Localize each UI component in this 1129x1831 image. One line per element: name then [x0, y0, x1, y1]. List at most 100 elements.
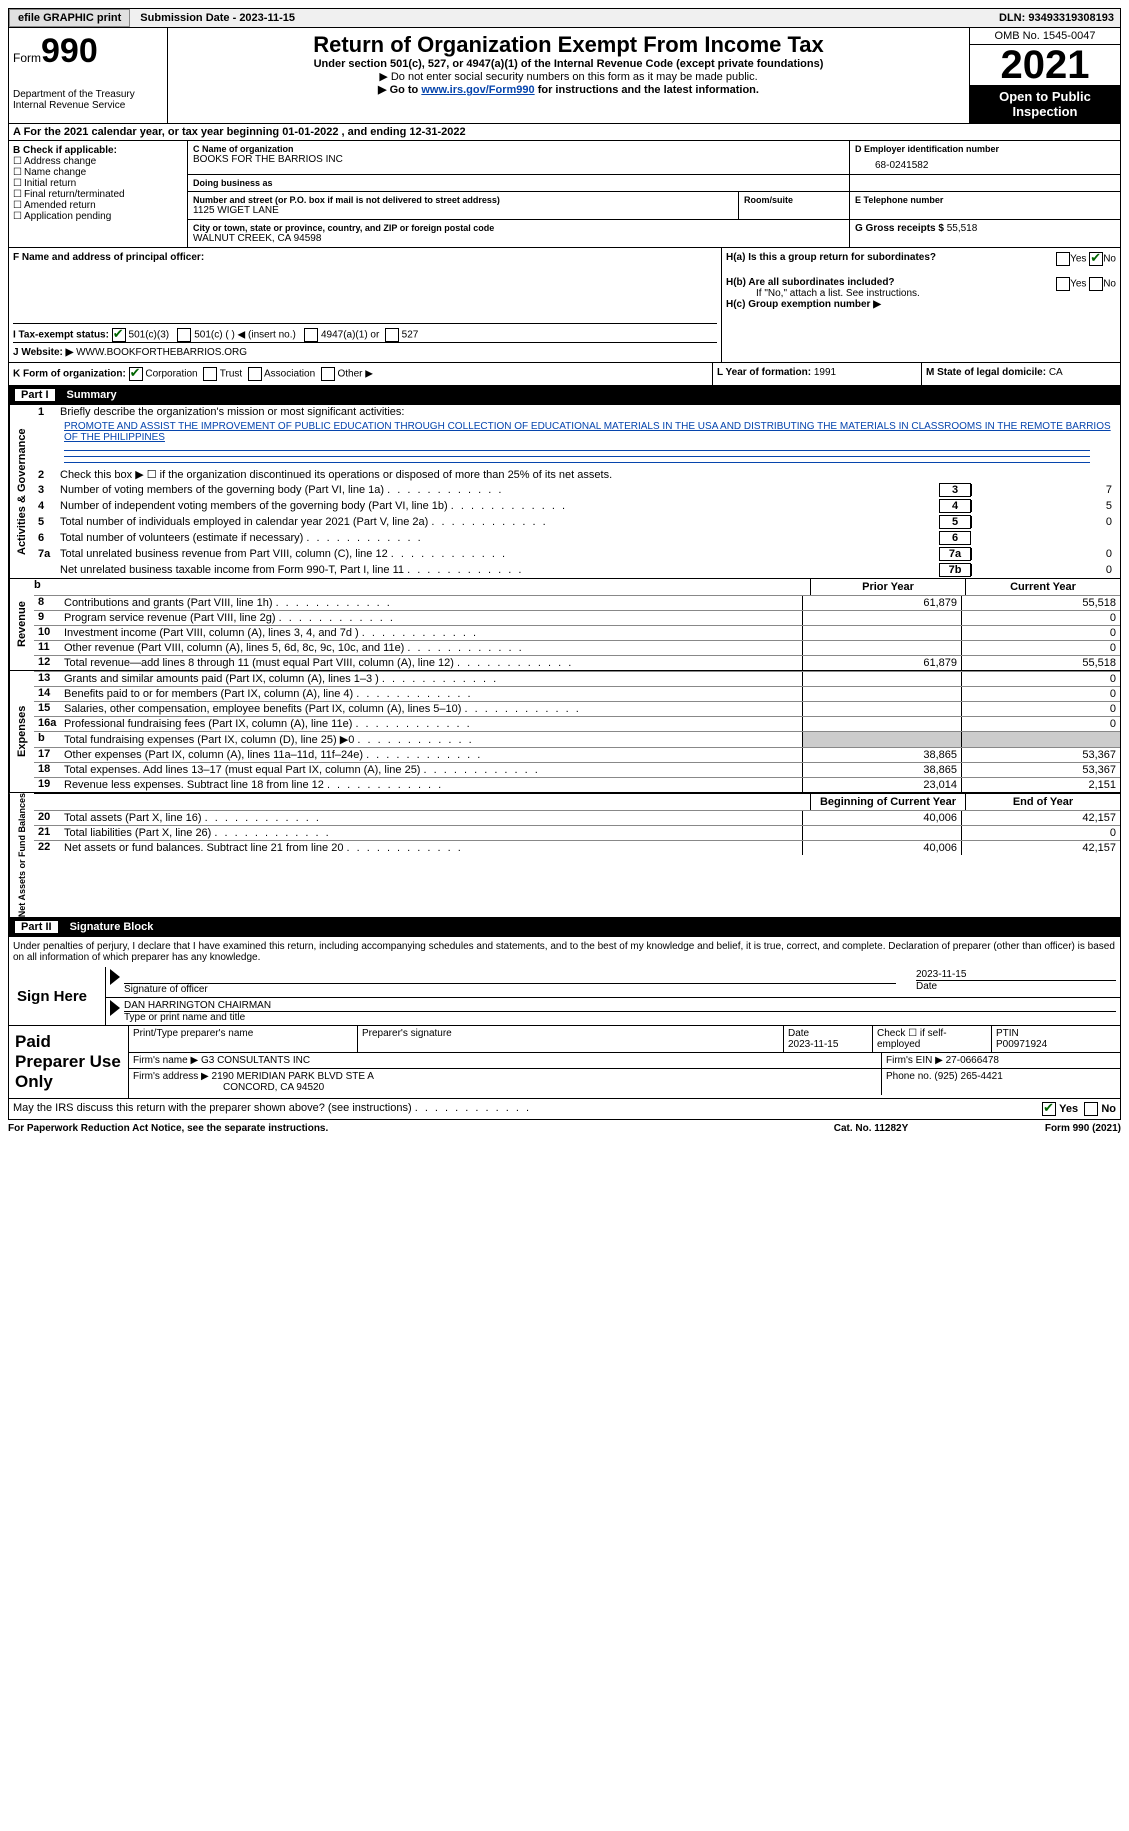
501c-checkbox[interactable] — [177, 328, 191, 342]
l-value: 1991 — [814, 367, 836, 378]
signature-block: Under penalties of perjury, I declare th… — [8, 937, 1121, 1026]
side-label-exp: Expenses — [9, 671, 34, 792]
city-value: WALNUT CREEK, CA 94598 — [193, 233, 844, 244]
side-label-ag: Activities & Governance — [9, 405, 34, 578]
data-line: bTotal fundraising expenses (Part IX, co… — [34, 731, 1120, 747]
row-a-period: A For the 2021 calendar year, or tax yea… — [8, 124, 1121, 141]
expenses-section: Expenses 13Grants and similar amounts pa… — [8, 671, 1121, 793]
firm-phone: (925) 265-4421 — [934, 1071, 1002, 1082]
activities-governance: Activities & Governance 1Briefly describ… — [8, 405, 1121, 579]
hc-label: H(c) Group exemption number ▶ — [726, 299, 881, 310]
data-line: 13Grants and similar amounts paid (Part … — [34, 671, 1120, 686]
discuss-row: May the IRS discuss this return with the… — [8, 1099, 1121, 1120]
j-label: J Website: ▶ — [13, 347, 73, 358]
header-grid: B Check if applicable: ☐Address change ☐… — [8, 141, 1121, 248]
data-line: 18Total expenses. Add lines 13–17 (must … — [34, 762, 1120, 777]
discuss-no[interactable] — [1084, 1102, 1098, 1116]
ha-no[interactable] — [1089, 252, 1103, 266]
tax-year: 2021 — [970, 45, 1120, 85]
gross-value: 55,518 — [947, 223, 978, 234]
m-label: M State of legal domicile: — [926, 367, 1046, 378]
irs-label: Internal Revenue Service — [13, 100, 163, 111]
firm-addr2: CONCORD, CA 94520 — [133, 1082, 324, 1093]
summary-line: 3Number of voting members of the governi… — [34, 482, 1120, 498]
sig-officer-label: Signature of officer — [124, 983, 896, 995]
org-name: BOOKS FOR THE BARRIOS INC — [193, 154, 844, 165]
data-line: 16aProfessional fundraising fees (Part I… — [34, 716, 1120, 731]
data-line: 20Total assets (Part X, line 16) 40,0064… — [34, 810, 1120, 825]
irs-link[interactable]: www.irs.gov/Form990 — [421, 84, 534, 96]
firm-ein: 27-0666478 — [946, 1055, 999, 1066]
data-line: 12Total revenue—add lines 8 through 11 (… — [34, 655, 1120, 670]
side-label-rev: Revenue — [9, 579, 34, 670]
phone-label: E Telephone number — [855, 195, 1115, 205]
f-label: F Name and address of principal officer: — [13, 252, 204, 263]
k-assoc[interactable] — [248, 367, 262, 381]
hb-no[interactable] — [1089, 277, 1103, 291]
hb-yes[interactable] — [1056, 277, 1070, 291]
ha-label: H(a) Is this a group return for subordin… — [726, 252, 936, 263]
paid-preparer-label: Paid Preparer Use Only — [9, 1026, 129, 1098]
form-footer: Form 990 (2021) — [971, 1123, 1121, 1134]
sig-date-label: Date — [916, 980, 1116, 992]
m-value: CA — [1049, 367, 1063, 378]
k-trust[interactable] — [203, 367, 217, 381]
data-line: 17Other expenses (Part IX, column (A), l… — [34, 747, 1120, 762]
form-subtitle: Under section 501(c), 527, or 4947(a)(1)… — [172, 58, 965, 70]
k-other[interactable] — [321, 367, 335, 381]
form-title: Return of Organization Exempt From Incom… — [172, 32, 965, 58]
fgh-row: F Name and address of principal officer:… — [8, 248, 1121, 363]
ptin-value: P00971924 — [996, 1039, 1047, 1050]
sig-arrow-icon-2 — [110, 1000, 120, 1016]
sign-here-label: Sign Here — [9, 967, 105, 1025]
k-corp[interactable] — [129, 367, 143, 381]
sig-arrow-icon — [110, 969, 120, 985]
form-number: Form990 — [13, 32, 163, 71]
527-checkbox[interactable] — [385, 328, 399, 342]
begin-year-header: Beginning of Current Year — [810, 794, 965, 810]
4947-checkbox[interactable] — [304, 328, 318, 342]
data-line: 8Contributions and grants (Part VIII, li… — [34, 595, 1120, 610]
i-label: I Tax-exempt status: — [13, 330, 109, 341]
ha-yes[interactable] — [1056, 252, 1070, 266]
street-value: 1125 WIGET LANE — [193, 205, 733, 216]
efile-button[interactable]: efile GRAPHIC print — [9, 9, 130, 27]
dept-label: Department of the Treasury — [13, 89, 163, 100]
summary-line: 7aTotal unrelated business revenue from … — [34, 546, 1120, 562]
501c3-checkbox[interactable] — [112, 328, 126, 342]
data-line: 11Other revenue (Part VIII, column (A), … — [34, 640, 1120, 655]
form-note-1: ▶ Do not enter social security numbers o… — [172, 70, 965, 83]
col-b-checkboxes: B Check if applicable: ☐Address change ☐… — [9, 141, 188, 247]
discuss-yes[interactable] — [1042, 1102, 1056, 1116]
klm-row: K Form of organization: Corporation Trus… — [8, 363, 1121, 386]
data-line: 21Total liabilities (Part X, line 26) 0 — [34, 825, 1120, 840]
summary-line: 6Total number of volunteers (estimate if… — [34, 530, 1120, 546]
officer-name-label: Type or print name and title — [124, 1011, 1116, 1023]
street-label: Number and street (or P.O. box if mail i… — [193, 195, 733, 205]
hb-label: H(b) Are all subordinates included? — [726, 277, 895, 288]
prep-sig-label: Preparer's signature — [358, 1026, 784, 1052]
sig-date-value: 2023-11-15 — [916, 969, 1116, 980]
form-header: Form990 Department of the Treasury Inter… — [8, 28, 1121, 124]
room-label: Room/suite — [744, 195, 844, 205]
website-value: WWW.BOOKFORTHEBARRIOS.ORG — [76, 347, 247, 358]
firm-addr1: 2190 MERIDIAN PARK BLVD STE A — [212, 1071, 374, 1082]
prep-date: 2023-11-15 — [788, 1039, 838, 1050]
net-assets-section: Net Assets or Fund Balances Beginning of… — [8, 793, 1121, 918]
data-line: 14Benefits paid to or for members (Part … — [34, 686, 1120, 701]
discuss-question: May the IRS discuss this return with the… — [13, 1102, 1042, 1116]
top-bar: efile GRAPHIC print Submission Date - 20… — [8, 8, 1121, 28]
data-line: 22Net assets or fund balances. Subtract … — [34, 840, 1120, 855]
dln: DLN: 93493319308193 — [993, 10, 1120, 26]
summary-line: 2Check this box ▶ ☐ if the organization … — [34, 467, 1120, 482]
summary-line: 5Total number of individuals employed in… — [34, 514, 1120, 530]
gross-label: G Gross receipts $ — [855, 223, 944, 234]
current-year-header: Current Year — [965, 579, 1120, 595]
summary-line: 4Number of independent voting members of… — [34, 498, 1120, 514]
city-label: City or town, state or province, country… — [193, 223, 844, 233]
self-employed-check[interactable]: Check ☐ if self-employed — [873, 1026, 992, 1052]
paperwork-notice: For Paperwork Reduction Act Notice, see … — [8, 1123, 771, 1134]
summary-line: Net unrelated business taxable income fr… — [34, 562, 1120, 578]
end-year-header: End of Year — [965, 794, 1120, 810]
mission-text: PROMOTE AND ASSIST THE IMPROVEMENT OF PU… — [64, 421, 1111, 443]
